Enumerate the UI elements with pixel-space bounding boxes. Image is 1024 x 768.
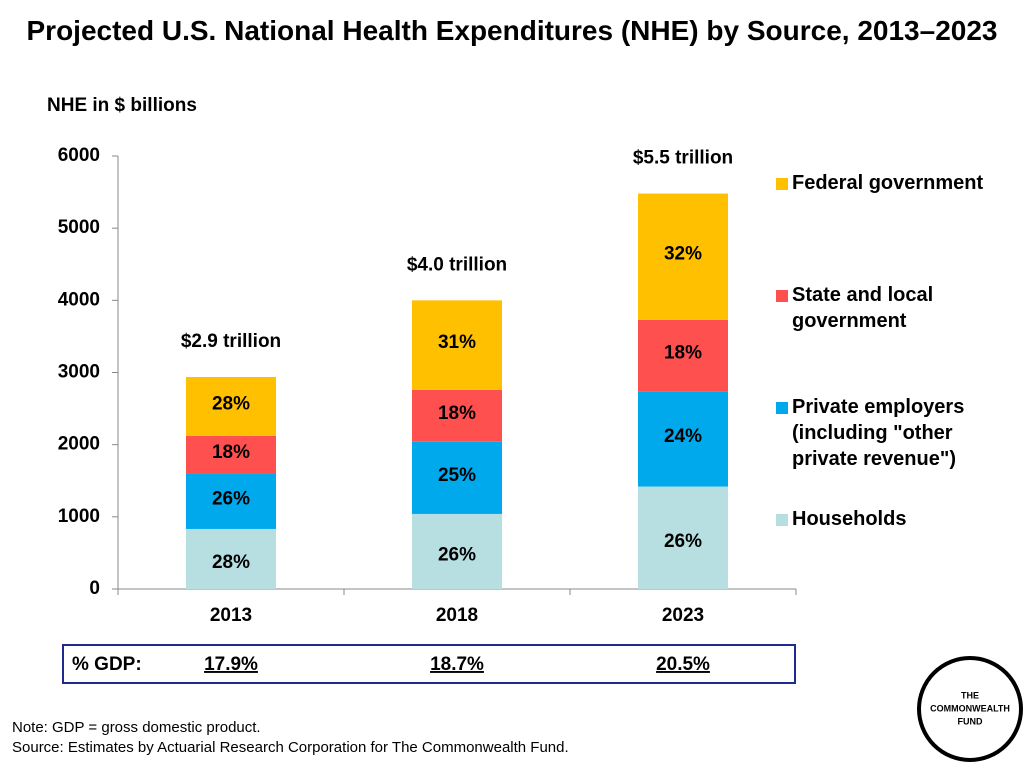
legend-label: Private employers (including "other priv…	[792, 396, 965, 470]
bar-segment	[638, 193, 728, 320]
x-tick-label: 2018	[436, 605, 478, 626]
bar-segment	[186, 435, 276, 474]
segment-label: 18%	[664, 343, 702, 364]
segment-label: 25%	[438, 465, 476, 486]
y-tick-label: 0	[89, 578, 100, 599]
legend-label: Federal government	[792, 172, 984, 194]
logo-text: FUND	[958, 716, 983, 726]
x-tick-label: 2013	[210, 605, 252, 626]
y-tick-label: 5000	[58, 217, 100, 238]
bar-segment	[638, 319, 728, 392]
segment-label: 28%	[212, 552, 250, 573]
segment-label: 26%	[212, 488, 250, 509]
bar-segment	[186, 473, 276, 529]
logo-text: THE	[961, 690, 979, 700]
total-label: $2.9 trillion	[181, 331, 281, 352]
note: Note: GDP = gross domestic product.	[12, 719, 261, 736]
bar-segment	[638, 486, 728, 589]
bar-segment	[638, 391, 728, 487]
segment-label: 26%	[438, 544, 476, 565]
y-tick-label: 1000	[58, 506, 100, 527]
source: Source: Estimates by Actuarial Research …	[12, 739, 569, 756]
segment-label: 18%	[438, 403, 476, 424]
bar-segment	[186, 528, 276, 589]
legend-swatch	[776, 178, 788, 190]
y-tick-label: 2000	[58, 434, 100, 455]
y-tick-label: 4000	[58, 289, 100, 310]
total-label: $4.0 trillion	[407, 254, 507, 275]
total-label: $5.5 trillion	[633, 148, 733, 169]
bar-segment	[186, 376, 276, 436]
x-tick-label: 2023	[662, 605, 704, 626]
legend-swatch	[776, 514, 788, 526]
logo	[917, 656, 1023, 762]
gdp-value: 20.5%	[656, 654, 710, 675]
gdp-label: % GDP:	[72, 654, 142, 675]
segment-label: 32%	[664, 244, 702, 265]
segment-label: 31%	[438, 332, 476, 353]
legend-swatch	[776, 290, 788, 302]
y-tick-label: 6000	[58, 145, 100, 166]
gdp-value: 17.9%	[204, 654, 258, 675]
segment-label: 28%	[212, 393, 250, 414]
bar-segment	[412, 441, 502, 514]
legend-swatch	[776, 402, 788, 414]
segment-label: 24%	[664, 426, 702, 447]
bar-segment	[412, 300, 502, 390]
gdp-box	[62, 644, 796, 684]
chart-title: Projected U.S. National Health Expenditu…	[26, 15, 998, 46]
legend-label: State and local government	[792, 284, 934, 332]
bar-segment	[412, 389, 502, 442]
segment-label: 18%	[212, 442, 250, 463]
logo-text: COMMONWEALTH	[930, 703, 1010, 713]
legend-label: Households	[792, 508, 907, 530]
gdp-value: 18.7%	[430, 654, 484, 675]
y-axis-label: NHE in $ billions	[47, 95, 197, 116]
bar-segment	[412, 513, 502, 589]
segment-label: 26%	[664, 531, 702, 552]
y-tick-label: 3000	[58, 362, 100, 383]
